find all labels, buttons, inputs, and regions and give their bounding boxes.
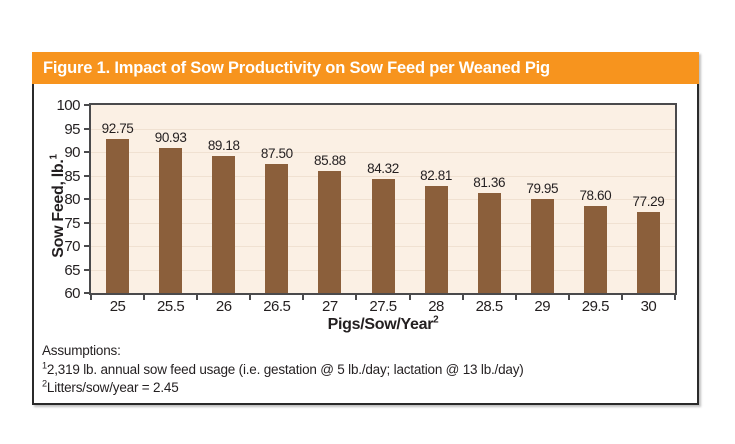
footnotes-heading: Assumptions: xyxy=(42,343,121,358)
x-tick-label: 28 xyxy=(428,298,444,315)
x-tick-label: 25.5 xyxy=(157,298,185,315)
bar xyxy=(159,147,183,293)
x-tick-label: 26 xyxy=(215,298,232,315)
y-tick-label: 95 xyxy=(64,120,80,138)
plot-area: 92.75 90.93 89.18 87.50 85.88 84.32 82.81 81.36… xyxy=(89,103,677,295)
y-tick-label: 65 xyxy=(64,261,80,279)
y-tick-label: 90 xyxy=(64,144,80,161)
bar-value-label: 92.75 xyxy=(101,121,134,137)
bar xyxy=(424,185,448,293)
x-tick-mark xyxy=(143,295,146,300)
x-tick-label: 29.5 xyxy=(581,298,610,315)
x-tick-mark xyxy=(90,295,92,300)
footnote-superscript: 2 xyxy=(42,378,47,389)
bar xyxy=(371,178,395,293)
bar xyxy=(477,192,501,293)
gridline xyxy=(91,128,675,130)
y-tick-mark xyxy=(84,151,89,153)
y-tick-mark xyxy=(84,198,89,200)
x-tick-label: 25 xyxy=(109,298,126,315)
x-axis-title-superscript: 2 xyxy=(433,314,439,326)
bar xyxy=(106,139,130,293)
bar-value-label: 85.88 xyxy=(314,153,346,169)
x-axis-title-text: Pigs/Sow/Year xyxy=(327,316,434,333)
footnote-text: 2,319 lb. annual sow feed usage (i.e. ge… xyxy=(46,361,524,377)
x-tick-label: 27 xyxy=(322,298,338,315)
bar xyxy=(212,155,236,293)
x-tick-mark xyxy=(196,295,199,300)
x-tick-label: 27.5 xyxy=(369,298,397,315)
x-tick-mark xyxy=(408,295,411,300)
bar-value-label: 79.95 xyxy=(526,181,559,197)
y-tick-mark xyxy=(84,127,89,130)
footnote-superscript: 1 xyxy=(42,360,47,370)
x-tick-label: 26.5 xyxy=(263,298,291,315)
bar-value-label: 82.81 xyxy=(420,167,452,183)
y-tick-mark xyxy=(84,104,89,106)
x-tick-mark xyxy=(620,295,623,300)
y-tick-label: 70 xyxy=(64,238,80,255)
y-tick-label: 60 xyxy=(64,285,80,302)
bar xyxy=(530,199,554,293)
x-tick-mark xyxy=(461,295,464,300)
x-tick-mark xyxy=(355,295,358,300)
x-tick-label: 28.5 xyxy=(475,298,504,315)
y-tick-label: 80 xyxy=(64,191,80,208)
y-tick-mark xyxy=(84,221,89,224)
x-tick-mark xyxy=(302,295,305,300)
y-tick-mark xyxy=(84,245,89,247)
y-tick-label: 85 xyxy=(64,167,80,185)
bar xyxy=(265,163,289,293)
x-axis-title: Pigs/Sow/Year2 xyxy=(89,314,677,334)
bar-value-label: 90.93 xyxy=(154,129,187,145)
y-tick-label: 75 xyxy=(64,214,80,232)
figure-title-bar: Figure 1. Impact of Sow Productivity on … xyxy=(32,52,699,84)
bar xyxy=(636,211,660,293)
bar-value-label: 89.18 xyxy=(207,137,240,153)
x-tick-label: 29 xyxy=(534,298,551,315)
bar xyxy=(583,205,607,293)
x-tick-mark xyxy=(514,295,517,300)
footnote-line: 2Litters/sow/year = 2.45 xyxy=(42,379,524,398)
footnote-text: Litters/sow/year = 2.45 xyxy=(46,380,179,395)
y-tick-mark xyxy=(84,174,89,177)
figure-body: Sow Feed, lb.1 92.75 90.93 89.18 87.50 85.88… xyxy=(32,84,699,405)
footnotes: Assumptions: 12,319 lb. annual sow feed … xyxy=(42,342,524,398)
bar-value-label: 77.29 xyxy=(632,193,665,209)
y-tick-mark xyxy=(84,292,89,294)
y-tick-label: 100 xyxy=(56,97,80,114)
x-tick-mark xyxy=(249,295,252,300)
figure-title: Figure 1. Impact of Sow Productivity on … xyxy=(43,58,550,77)
x-tick-label: 30 xyxy=(640,298,657,315)
bar-value-label: 87.50 xyxy=(260,145,293,161)
bar-value-label: 78.60 xyxy=(579,187,612,203)
figure-panel: Figure 1. Impact of Sow Productivity on … xyxy=(32,52,699,405)
bar-value-label: 84.32 xyxy=(367,160,399,176)
gridline xyxy=(91,175,675,177)
footnote-line: 12,319 lb. annual sow feed usage (i.e. g… xyxy=(42,360,524,380)
x-tick-mark xyxy=(674,295,676,300)
bar xyxy=(318,171,342,293)
x-tick-mark xyxy=(567,295,570,300)
y-tick-mark xyxy=(84,268,89,271)
bar-value-label: 81.36 xyxy=(473,174,506,190)
gridline xyxy=(91,152,675,153)
